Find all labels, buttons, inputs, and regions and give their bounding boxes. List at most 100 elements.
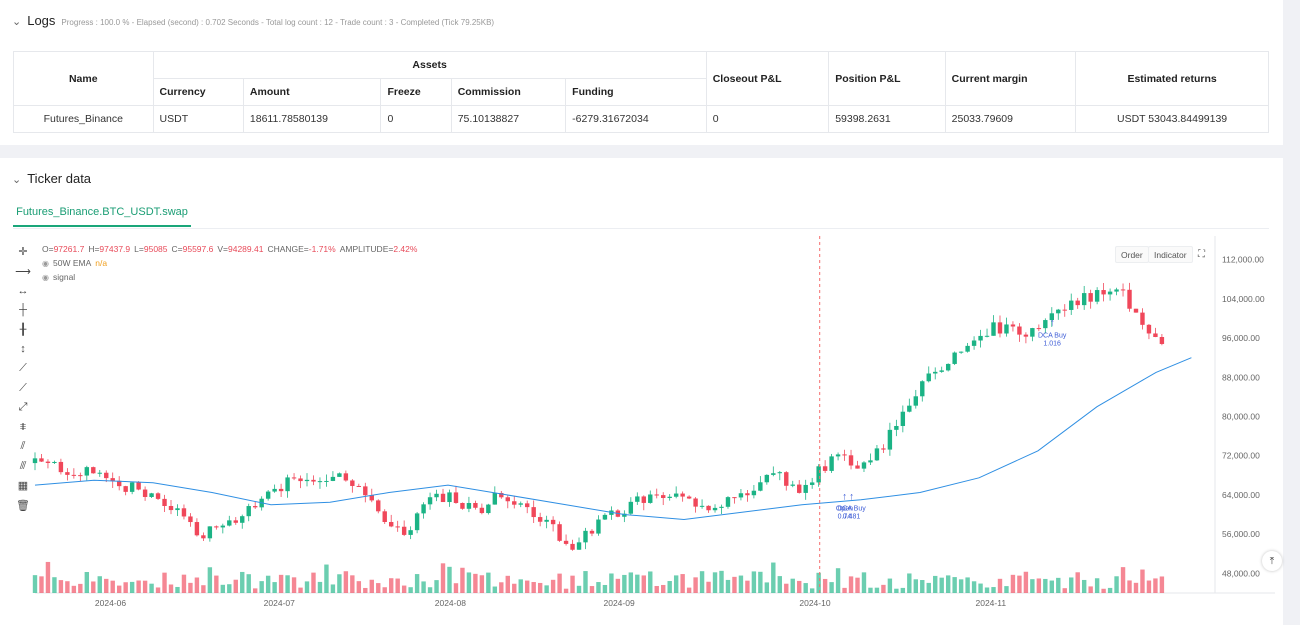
candle-body — [421, 504, 426, 514]
volume-bar — [227, 584, 232, 593]
volume-bar — [116, 585, 122, 593]
trash-icon[interactable]: 🗑 — [16, 499, 30, 512]
volume-bar — [1146, 580, 1152, 593]
scroll-top-button[interactable]: ⤒ — [1262, 551, 1282, 571]
indicator-button[interactable]: Indicator — [1148, 246, 1193, 263]
fibonacci-icon[interactable]: ⫻ — [19, 459, 27, 472]
ticker-header[interactable]: ⌄ Ticker data — [12, 171, 91, 186]
candle-body — [414, 513, 420, 531]
volume-bar — [855, 577, 860, 593]
volume-bar — [71, 585, 77, 593]
candle-body — [84, 467, 90, 476]
volume-bar — [486, 572, 491, 593]
candlestick-chart[interactable]: 112,000.00 104,000.00 96,000.00 88,000.00 80… — [0, 236, 1283, 625]
volume-bar — [1069, 577, 1074, 593]
volume-bar — [563, 588, 569, 593]
cell-margin: 25033.79609 — [944, 105, 1077, 133]
volume-bar — [926, 582, 931, 593]
volume-bar — [654, 585, 659, 593]
candle-body — [1062, 309, 1067, 311]
volume-bar — [907, 573, 912, 593]
horizontal-line-icon[interactable]: ↔ — [17, 284, 29, 297]
cell-freeze: 0 — [380, 105, 452, 133]
volume-bar — [719, 570, 724, 593]
candle-body — [583, 530, 588, 543]
vertical-line-icon[interactable]: ┼ — [19, 304, 27, 317]
volume-bar — [1030, 579, 1035, 593]
fullscreen-icon[interactable]: ⛶ — [1198, 249, 1205, 260]
candle-body — [563, 540, 569, 544]
candle-body — [136, 482, 141, 490]
extended-line-icon[interactable]: ⤢ — [18, 401, 28, 414]
horizontal-ray-icon[interactable]: ⟶ — [15, 265, 31, 278]
volume-bar — [65, 581, 70, 593]
tab-btc-usdt-swap[interactable]: Futures_Binance.BTC_USDT.swap — [13, 199, 191, 227]
candle-body — [285, 477, 290, 492]
candle-body — [1030, 328, 1035, 337]
crosshair-icon[interactable]: ✛ — [18, 246, 28, 259]
candle-body — [175, 508, 180, 511]
x-tick-label: 2024-10 — [799, 598, 830, 608]
candle-body — [227, 520, 232, 526]
candle-body — [1010, 324, 1016, 327]
volume-bar — [369, 579, 374, 593]
candle-body — [751, 490, 757, 496]
volume-bar — [1062, 588, 1067, 593]
volume-bar — [784, 583, 789, 593]
buy-arrow-icon: ↑ — [842, 491, 847, 502]
ray-line-icon[interactable]: ⟋ — [19, 381, 27, 394]
volume-bar — [738, 575, 744, 593]
volume-bar — [984, 587, 990, 593]
candle-body — [673, 493, 679, 497]
ema-legend[interactable]: ◉ 50W EMA n/a — [42, 258, 107, 268]
candle-body — [550, 519, 556, 525]
price-channel-icon[interactable]: ⩨ — [19, 420, 27, 433]
vertical-arrow-icon[interactable]: ↕ — [20, 343, 26, 356]
candle-body — [835, 454, 841, 457]
volume-bar — [809, 588, 815, 593]
eye-icon[interactable]: ◉ — [42, 272, 49, 282]
candle-body — [855, 465, 860, 469]
candle-body — [887, 429, 893, 450]
volume-bar — [952, 577, 957, 593]
ema-value: n/a — [95, 258, 108, 268]
volume-bar — [214, 575, 219, 593]
chevron-down-icon[interactable]: ⌄ — [12, 16, 22, 28]
candle-body — [1114, 289, 1119, 292]
candle-body — [686, 496, 692, 499]
volume-bar — [816, 572, 821, 593]
volume-bar — [32, 575, 38, 593]
candle-body — [1081, 293, 1087, 306]
chevron-down-icon[interactable]: ⌄ — [12, 174, 22, 186]
candle-body — [466, 502, 472, 509]
volume-bar — [570, 575, 575, 593]
signal-legend[interactable]: ◉ signal — [42, 272, 75, 282]
parallel-channel-icon[interactable]: ⫽ — [20, 440, 26, 453]
calendar-icon[interactable]: ▦ — [17, 480, 29, 493]
volume-bar — [291, 577, 297, 593]
candle-body — [408, 530, 413, 535]
candle-body — [537, 517, 543, 522]
candle-body — [97, 472, 102, 474]
close-value: 95597.6 — [182, 244, 214, 254]
order-button[interactable]: Order — [1115, 246, 1149, 263]
candle-body — [920, 381, 925, 397]
volume-bar — [894, 588, 899, 593]
volume-bar — [466, 572, 472, 593]
volume-bar — [667, 581, 672, 593]
volume-bar — [771, 562, 776, 593]
logs-header[interactable]: ⌄ Logs Progress : 100.0 % - Elapsed (sec… — [12, 13, 494, 28]
candle-body — [149, 493, 154, 497]
volume-bar — [1081, 579, 1087, 593]
candle-body — [39, 458, 44, 462]
eye-icon[interactable]: ◉ — [42, 258, 49, 268]
y-tick-label: 64,000.00 — [1222, 490, 1260, 500]
candle-body — [693, 498, 698, 507]
candle-body — [842, 454, 847, 456]
volume-bar — [933, 575, 938, 593]
candle-body — [324, 480, 329, 482]
candle-body — [945, 363, 951, 371]
vertical-segment-icon[interactable]: ╂ — [19, 324, 27, 337]
candle-body — [78, 475, 83, 477]
trend-line-icon[interactable]: ⟋ — [19, 362, 27, 375]
